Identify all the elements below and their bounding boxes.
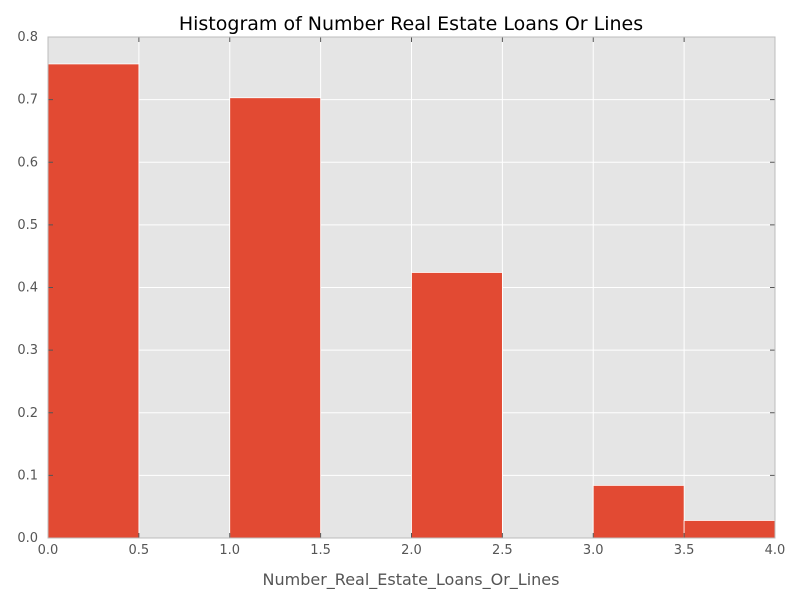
axis-ticks: 0.0 0.5 1.0 1.5 2.0 2.5 3.0 3.5 4.0 0.0 0.1 0.2 0.3 0… bbox=[17, 30, 785, 558]
x-tick-label: 2.0 bbox=[401, 543, 422, 558]
x-tick-label: 0.0 bbox=[38, 543, 59, 558]
y-tick-label: 0.1 bbox=[17, 468, 38, 483]
histogram-bar bbox=[683, 520, 776, 539]
histogram-bars bbox=[47, 63, 776, 539]
chart-title: Histogram of Number Real Estate Loans Or… bbox=[179, 13, 643, 35]
x-tick-label: 1.0 bbox=[219, 543, 240, 558]
y-tick-label: 0.8 bbox=[17, 30, 38, 45]
y-tick-label: 0.7 bbox=[17, 93, 38, 108]
y-tick-label: 0.3 bbox=[17, 343, 38, 358]
y-tick-label: 0.6 bbox=[17, 155, 38, 170]
x-tick-label: 4.0 bbox=[765, 543, 786, 558]
plot-frame bbox=[47, 36, 776, 539]
x-tick-label: 3.0 bbox=[583, 543, 604, 558]
y-tick-label: 0.5 bbox=[17, 218, 38, 233]
x-tick-label: 1.5 bbox=[310, 543, 331, 558]
x-tick-label: 2.5 bbox=[492, 543, 513, 558]
histogram-bar bbox=[592, 484, 685, 539]
y-tick-label: 0.4 bbox=[17, 281, 38, 296]
histogram-bar bbox=[229, 97, 322, 539]
y-tick-label: 0.2 bbox=[17, 406, 38, 421]
x-axis-label: Number_Real_Estate_Loans_Or_Lines bbox=[263, 570, 560, 590]
histogram-bar bbox=[411, 272, 503, 539]
x-tick-label: 0.5 bbox=[129, 543, 150, 558]
x-tick-label: 3.5 bbox=[674, 543, 695, 558]
y-tick-label: 0.0 bbox=[17, 531, 38, 546]
histogram-bar bbox=[47, 63, 140, 539]
